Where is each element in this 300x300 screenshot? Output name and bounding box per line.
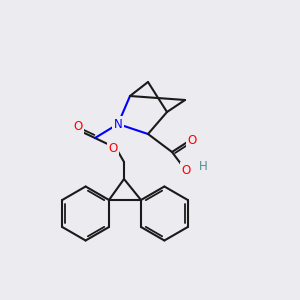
Text: O: O <box>182 164 190 176</box>
Text: O: O <box>108 142 118 154</box>
Text: O: O <box>188 134 196 146</box>
Text: H: H <box>199 160 207 173</box>
Text: N: N <box>114 118 122 130</box>
Text: O: O <box>74 121 82 134</box>
